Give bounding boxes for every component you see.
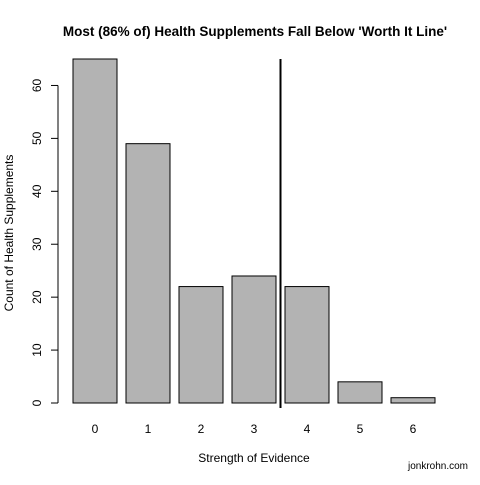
x-tick-label: 1 (145, 422, 152, 436)
x-tick-label: 5 (357, 422, 364, 436)
y-tick-label: 20 (30, 290, 44, 304)
x-axis-label: Strength of Evidence (198, 451, 310, 465)
bar-2 (178, 286, 224, 404)
x-tick-label: 6 (410, 422, 417, 436)
y-tick-label: 60 (30, 78, 44, 92)
bar-5 (337, 381, 383, 404)
x-tick-label: 0 (92, 422, 99, 436)
x-tick-label: 3 (251, 422, 258, 436)
y-axis: 0 10 20 30 40 50 60 (30, 78, 59, 406)
y-axis-label: Count of Health Supplements (2, 155, 16, 312)
bar-6 (390, 397, 436, 404)
bars-group (72, 58, 436, 404)
x-tick-label: 4 (304, 422, 311, 436)
y-tick-label: 0 (30, 399, 44, 406)
bar-0 (72, 58, 118, 404)
bar-1 (125, 143, 171, 404)
credit-text: jonkrohn.com (407, 461, 468, 472)
bar-3 (231, 275, 277, 404)
x-tick-labels: 0 1 2 3 4 5 6 (92, 422, 417, 436)
y-tick-label: 10 (30, 343, 44, 357)
y-tick-label: 50 (30, 131, 44, 145)
x-tick-label: 2 (198, 422, 205, 436)
y-tick-label: 40 (30, 184, 44, 198)
chart-title: Most (86% of) Health Supplements Fall Be… (63, 24, 447, 39)
y-tick-label: 30 (30, 237, 44, 251)
bar-4 (284, 286, 330, 404)
